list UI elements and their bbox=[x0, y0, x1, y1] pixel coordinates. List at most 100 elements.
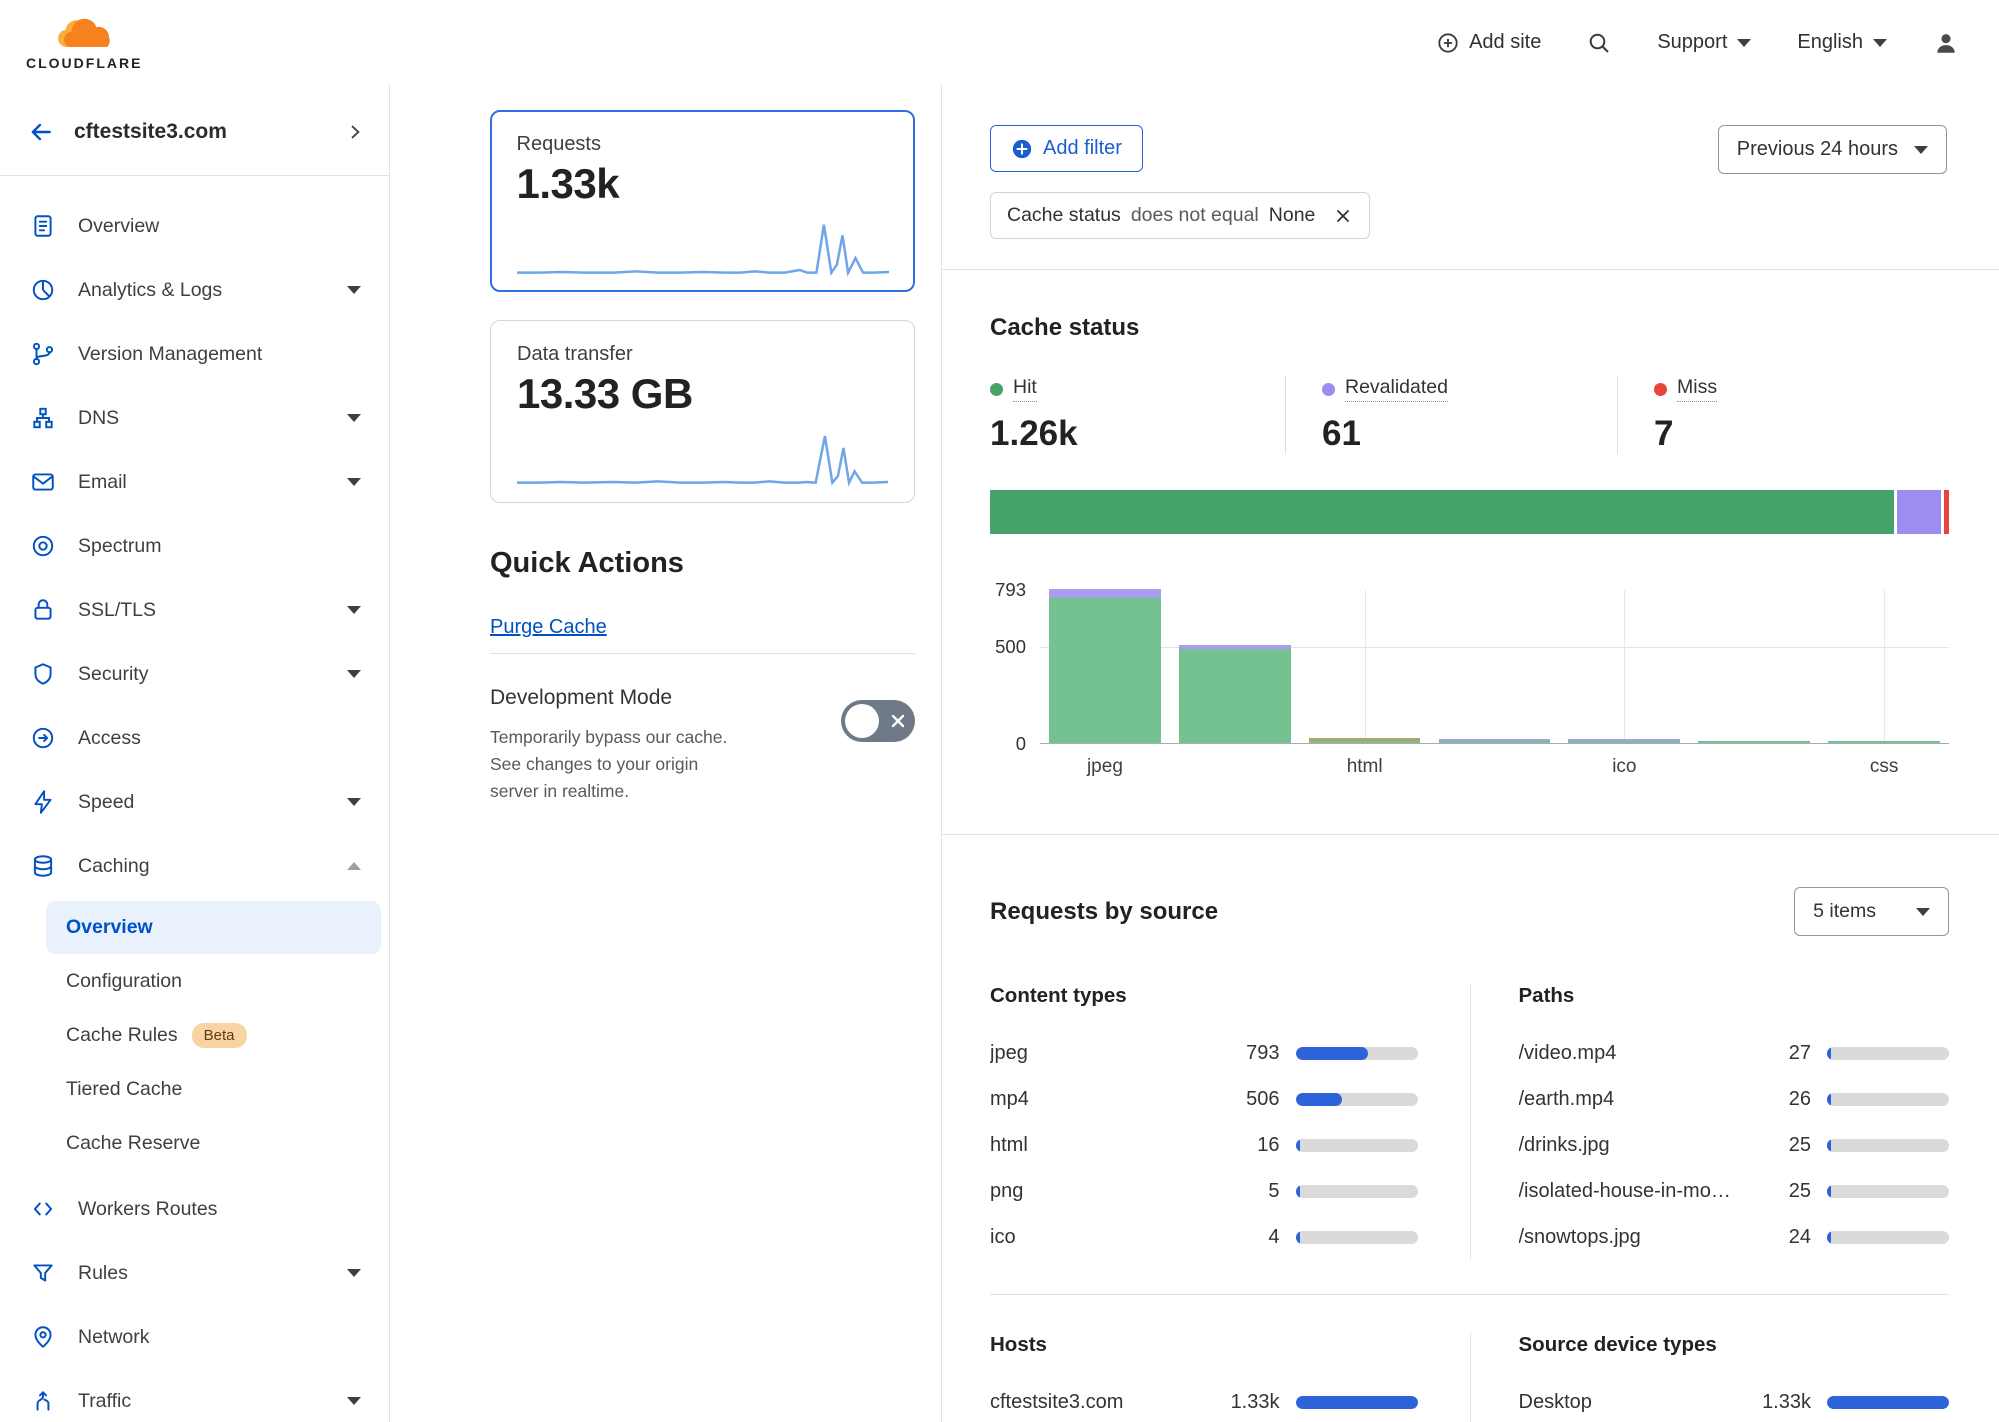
table-row[interactable]: Desktop 1.33k bbox=[1519, 1379, 1949, 1422]
shield-icon bbox=[34, 663, 52, 685]
row-value: 5 bbox=[1268, 1179, 1280, 1202]
search-icon[interactable] bbox=[1587, 31, 1611, 55]
stat-miss: Miss 7 bbox=[1617, 376, 1949, 454]
funnel-icon bbox=[33, 1264, 53, 1282]
sidebar-item-spectrum[interactable]: Spectrum bbox=[0, 514, 389, 578]
requests-card-label: Requests bbox=[516, 132, 602, 155]
language-menu[interactable]: English bbox=[1797, 31, 1887, 54]
chevron-down-icon bbox=[347, 1269, 361, 1277]
cache-status-stacked-bar bbox=[990, 490, 1949, 534]
sidebar-item-label: Spectrum bbox=[78, 534, 162, 557]
sidebar-item-traffic[interactable]: Traffic bbox=[0, 1369, 389, 1422]
sidebar-item-network[interactable]: Network bbox=[0, 1305, 389, 1369]
sidebar-item-ssl-tls[interactable]: SSL/TLS bbox=[0, 578, 389, 642]
stat-label[interactable]: Miss bbox=[1677, 376, 1718, 402]
row-bar bbox=[1295, 1092, 1418, 1106]
table-row[interactable]: html 16 bbox=[990, 1122, 1418, 1168]
sidebar-subitem-tiered-cache[interactable]: Tiered Cache bbox=[46, 1063, 381, 1116]
row-label: /video.mp4 bbox=[1518, 1041, 1617, 1064]
toggle-knob bbox=[845, 704, 879, 738]
gridline bbox=[1040, 647, 1949, 648]
row-value: 24 bbox=[1788, 1225, 1811, 1248]
support-menu[interactable]: Support bbox=[1657, 31, 1752, 54]
sidebar-item-label: DNS bbox=[78, 406, 120, 429]
cloudflare-logo-text: CLOUDFLARE bbox=[26, 54, 143, 71]
stacked-segment-miss bbox=[1943, 490, 1949, 534]
sidebar-subitem-overview[interactable]: Overview bbox=[46, 901, 381, 954]
table-row[interactable]: png 5 bbox=[990, 1168, 1418, 1214]
purge-cache-link[interactable]: Purge Cache bbox=[490, 616, 607, 638]
sidebar-item-caching[interactable]: Caching bbox=[0, 834, 389, 898]
dev-mode-title: Development Mode bbox=[490, 686, 673, 709]
user-icon[interactable] bbox=[1933, 30, 1959, 56]
sidebar-item-access[interactable]: Access bbox=[0, 706, 389, 770]
sidebar-item-speed[interactable]: Speed bbox=[0, 770, 389, 834]
chart-bar-svg bbox=[1698, 741, 1810, 743]
chip-field: Cache status bbox=[1007, 204, 1121, 226]
table-row[interactable]: cftestsite3.com 1.33k bbox=[990, 1379, 1418, 1422]
sidebar-item-security[interactable]: Security bbox=[0, 642, 389, 706]
sidebar-item-email[interactable]: Email bbox=[0, 450, 389, 514]
analytics-icon bbox=[32, 279, 54, 301]
sidebar-subitem-cache-rules[interactable]: Cache Rules Beta bbox=[46, 1009, 381, 1062]
table-row[interactable]: ico 4 bbox=[990, 1214, 1418, 1260]
development-mode-section: Development Mode Temporarily bypass our … bbox=[490, 686, 915, 805]
row-bar bbox=[1827, 1230, 1949, 1244]
filter-chip[interactable]: Cache status does not equal None bbox=[990, 192, 1371, 239]
sidebar-subitem-configuration[interactable]: Configuration bbox=[46, 955, 381, 1008]
sidebar-item-overview[interactable]: Overview bbox=[0, 194, 389, 258]
revalidated-dot-icon bbox=[1322, 382, 1335, 396]
stat-label[interactable]: Revalidated bbox=[1345, 376, 1448, 402]
divider bbox=[990, 1294, 1949, 1295]
requests-card[interactable]: Requests 1.33k bbox=[490, 110, 915, 292]
add-site-button[interactable]: Add site bbox=[1437, 31, 1541, 54]
data-transfer-card-value: 13.33 GB bbox=[517, 370, 693, 417]
spectrum-icon bbox=[32, 535, 54, 557]
cache-plot bbox=[1040, 589, 1949, 744]
chart-bar-ico bbox=[1568, 739, 1681, 743]
time-range-dropdown[interactable]: Previous 24 hours bbox=[1717, 125, 1947, 174]
sidebar-item-workers-routes[interactable]: Workers Routes bbox=[0, 1177, 389, 1241]
pin-icon bbox=[34, 1326, 52, 1348]
table-row[interactable]: /snowtops.jpg 24 bbox=[1519, 1214, 1949, 1260]
table-row[interactable]: /earth.mp4 26 bbox=[1519, 1076, 1949, 1122]
sidebar-item-label: Overview bbox=[78, 214, 160, 237]
stat-label[interactable]: Hit bbox=[1013, 376, 1037, 402]
close-icon[interactable] bbox=[1333, 206, 1353, 226]
content-types-column: Content types jpeg 793 mp4 506 html 16 bbox=[990, 984, 1470, 1260]
metrics-column: Requests 1.33k Data transfer 13.33 GB Qu… bbox=[390, 85, 941, 1422]
support-label: Support bbox=[1657, 31, 1728, 53]
subitem-label: Configuration bbox=[66, 970, 182, 992]
sidebar-subitem-cache-reserve[interactable]: Cache Reserve bbox=[46, 1117, 381, 1170]
table-row[interactable]: mp4 506 bbox=[990, 1076, 1418, 1122]
row-label: ico bbox=[990, 1225, 1016, 1248]
add-filter-button[interactable]: Add filter bbox=[990, 125, 1143, 172]
data-transfer-card[interactable]: Data transfer 13.33 GB bbox=[490, 320, 915, 503]
chevron-right-icon[interactable] bbox=[345, 122, 365, 142]
dev-mode-toggle[interactable] bbox=[841, 700, 915, 742]
sidebar-item-analytics-logs[interactable]: Analytics & Logs bbox=[0, 258, 389, 322]
table-row[interactable]: /isolated-house-in-mo… 25 bbox=[1519, 1168, 1949, 1214]
row-bar bbox=[1827, 1046, 1949, 1060]
sidebar-item-dns[interactable]: DNS bbox=[0, 386, 389, 450]
row-value: 25 bbox=[1788, 1179, 1811, 1202]
sidebar-item-rules[interactable]: Rules bbox=[0, 1241, 389, 1305]
back-arrow-icon[interactable] bbox=[28, 119, 54, 145]
sidebar-item-label: Workers Routes bbox=[78, 1197, 218, 1220]
sidebar-item-version-management[interactable]: Version Management bbox=[0, 322, 389, 386]
table-row[interactable]: jpeg 793 bbox=[990, 1030, 1418, 1076]
cloudflare-logo[interactable]: CLOUDFLARE bbox=[26, 16, 142, 70]
gridline bbox=[1364, 590, 1366, 743]
stacked-segment-hit bbox=[990, 490, 1895, 534]
table-row[interactable]: /drinks.jpg 25 bbox=[1519, 1122, 1949, 1168]
row-value: 25 bbox=[1788, 1133, 1811, 1156]
row-label: jpeg bbox=[990, 1041, 1028, 1064]
requests-sparkline bbox=[517, 218, 889, 278]
code-brackets-icon bbox=[33, 1202, 53, 1216]
stat-value: 1.26k bbox=[990, 414, 1078, 453]
chevron-down-icon bbox=[347, 414, 361, 422]
items-count-dropdown[interactable]: 5 items bbox=[1794, 887, 1949, 936]
table-row[interactable]: /video.mp4 27 bbox=[1518, 1030, 1949, 1076]
quick-actions-title: Quick Actions bbox=[490, 547, 684, 579]
filter-row: Add filter Previous 24 hours bbox=[942, 85, 1999, 174]
